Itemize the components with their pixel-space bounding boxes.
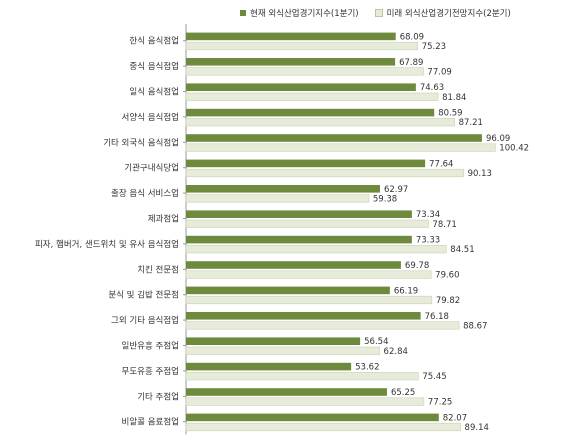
data-label-future: 100.42 [499, 144, 529, 154]
data-label-current: 53.62 [355, 363, 379, 373]
data-label-future: 84.51 [450, 245, 474, 255]
bar-future [185, 245, 447, 254]
data-label-current: 66.19 [394, 286, 418, 296]
bar-current [186, 58, 396, 66]
category-label: 일식 음식점업 [129, 87, 179, 98]
category-label: 서양식 음식점업 [122, 112, 179, 123]
category-label: 한식 음식점업 [129, 36, 179, 47]
data-label-future: 78.71 [432, 220, 456, 230]
category-label: 무도유흥 주점업 [122, 366, 179, 377]
category-label: 비알콜 음료점업 [122, 417, 179, 428]
data-label-future: 62.84 [384, 347, 408, 357]
data-label-current: 82.07 [443, 413, 467, 423]
data-label-future: 79.60 [435, 271, 459, 281]
data-label-current: 74.63 [420, 83, 444, 93]
bar-future [185, 118, 455, 127]
data-label-current: 56.54 [364, 337, 388, 347]
bar-future [185, 422, 461, 432]
data-label-future: 88.67 [463, 321, 487, 331]
bar-future [185, 67, 424, 76]
legend-swatch-current [240, 10, 246, 16]
chart-legend: 현재 외식산업경기지수(1분기) 미래 외식산업경기전망지수(2분기) [240, 6, 527, 20]
data-label-future: 87.21 [459, 118, 483, 128]
bar-current [186, 388, 387, 396]
bar-future [185, 346, 380, 355]
data-label-current: 73.34 [416, 210, 440, 220]
category-label: 분식 및 김밥 전문점 [108, 290, 179, 301]
data-label-future: 75.45 [422, 372, 446, 382]
bar-current [186, 413, 439, 422]
data-label-current: 77.64 [429, 159, 453, 169]
data-label-future: 79.82 [436, 296, 460, 306]
data-label-current: 69.78 [405, 261, 429, 271]
data-label-current: 67.89 [399, 58, 423, 68]
data-label-future: 90.13 [468, 169, 492, 179]
data-label-current: 62.97 [384, 185, 408, 195]
category-label: 중식 음식점업 [129, 61, 179, 72]
bar-future [185, 397, 425, 406]
bar-future [185, 321, 460, 330]
bar-current [186, 83, 416, 91]
bar-current [186, 235, 412, 244]
category-label: 피자, 햄버거, 샌드위치 및 유사 음식점업 [35, 239, 179, 250]
bar-current [186, 362, 352, 371]
bar-current [186, 261, 401, 269]
data-label-current: 96.09 [486, 134, 510, 144]
bar-current [186, 108, 435, 117]
legend-label-current: 현재 외식산업경기지수(1분기) [250, 9, 359, 19]
category-label: 치킨 전문점 [137, 264, 179, 275]
data-label-future: 89.14 [465, 423, 489, 433]
category-label: 그외 기타 음식점업 [111, 315, 179, 326]
data-label-future: 75.23 [422, 42, 446, 52]
data-label-future: 77.25 [428, 398, 452, 408]
data-label-future: 81.84 [442, 93, 466, 103]
bar-current [186, 185, 380, 193]
data-label-future: 77.09 [427, 67, 451, 77]
category-label: 기타 외국식 음식점업 [103, 137, 179, 148]
category-label: 일반유흥 주점업 [122, 341, 179, 352]
bar-current [186, 210, 412, 218]
bar-future [185, 143, 496, 152]
category-label: 제과점업 [148, 214, 179, 225]
bar-current [186, 32, 396, 41]
data-label-current: 80.59 [438, 109, 462, 119]
bar-future [185, 372, 419, 381]
bar-current [186, 337, 361, 345]
bar-current [186, 159, 426, 168]
data-label-current: 76.18 [425, 312, 449, 322]
data-label-current: 68.09 [400, 32, 424, 42]
legend-item-future: 미래 외식산업경기전망지수(2분기) [374, 7, 511, 19]
bar-future [185, 270, 432, 279]
category-label: 출장 음식 서비스업 [111, 188, 179, 199]
bar-current [186, 134, 482, 142]
bar-future [185, 41, 419, 51]
data-label-current: 65.25 [391, 388, 415, 398]
legend-label-future: 미래 외식산업경기전망지수(2분기) [386, 9, 511, 19]
bar-current [186, 312, 421, 320]
bar-future [185, 92, 439, 101]
bar-future [185, 219, 429, 228]
category-label: 기관구내식당업 [124, 163, 179, 174]
bar-current [186, 286, 390, 295]
legend-swatch-future [374, 9, 383, 17]
data-label-current: 73.33 [416, 236, 440, 246]
legend-item-current: 현재 외식산업경기지수(1분기) [240, 7, 359, 19]
bar-future [185, 194, 370, 203]
bar-future [185, 168, 464, 178]
data-label-future: 59.38 [373, 194, 397, 204]
bar-future [185, 295, 433, 305]
category-label: 기타 주점업 [137, 391, 179, 402]
